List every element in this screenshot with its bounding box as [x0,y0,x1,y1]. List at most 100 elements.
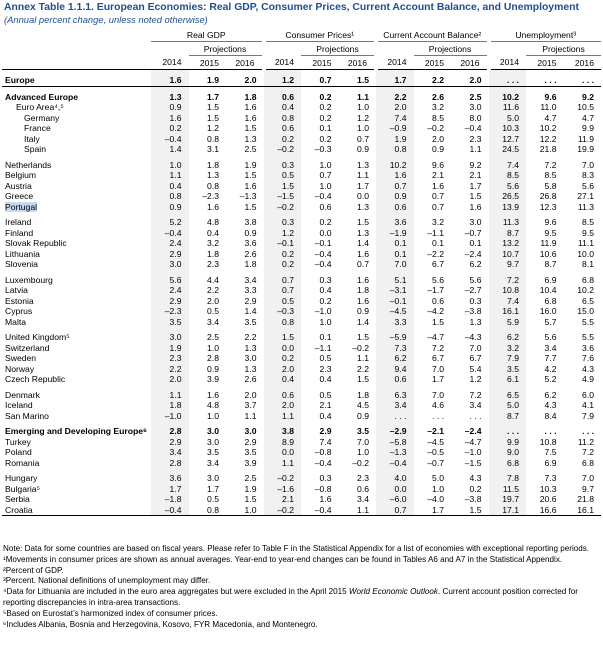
value-cell: 6.8 [488,457,526,468]
value-cell: 2.1 [432,170,444,180]
value-cell: 11.9 [540,238,557,248]
value-cell: 5.0 [488,112,526,123]
table-row: Slovak Republic 2.4 3.2 3.6 –0.1 –0.1 1.4 0.1 0.… [2,238,601,249]
value-cell: 1.7 [413,504,451,516]
row-label-cell: Cyprus [2,306,151,317]
row-label: Croatia [5,504,33,515]
value-cell: 1.1 [151,384,189,400]
row-label: Turkey [5,436,31,447]
year-label: 2016 [563,55,601,70]
value-cell: 0.5 [207,494,219,504]
value-cell: 0.4 [319,374,332,384]
value-cell: 3.6 [244,238,257,248]
value-cell: 9.0 [488,447,526,458]
value-cell: 0.9 [207,363,219,374]
value-cell: 1.1 [151,170,189,181]
value-cell: 1.0 [319,316,332,327]
value-cell: 2.5 [244,473,257,483]
value-cell: 1.1 [338,504,376,516]
table-row: Malta 3.5 3.4 3.5 0.8 1.0 1.4 3.3 1.5 1.3 5.9 5.7 5.… [2,316,601,327]
table-row: Germany 1.6 1.5 1.6 0.8 0.2 1.2 7.4 8.5 8.0 5.0 4.7… [2,112,601,123]
value-cell: –0.4 [376,457,414,468]
table-row: Ireland 5.2 4.8 3.8 0.3 0.2 1.5 3.6 3.2 3.0 11.3 9.… [2,212,601,228]
value-cell: 17.1 [488,504,526,516]
value-cell: –2.4 [464,426,482,436]
value-cell: 1.7 [357,180,369,191]
value-cell: –0.7 [464,227,482,238]
value-cell: 1.5 [244,123,257,133]
value-cell: 1.7 [469,180,482,191]
value-cell: 0.7 [376,180,414,191]
value-cell: 21.8 [577,494,594,504]
row-label: Norway [5,363,35,374]
value-cell: 3.2 [432,102,444,112]
value-cell: 10.3 [539,483,557,494]
value-cell: 4.1 [582,400,594,410]
value-cell: 0.9 [357,306,369,316]
year-label: 2016 [451,55,489,70]
notes: Note: Data for some countries are based … [3,544,601,630]
value-cell: 0.3 [319,274,332,285]
value-cell: 1.6 [432,180,444,191]
empty-cell [151,42,189,56]
value-cell: 1.1 [244,410,257,421]
row-label: Romania [5,457,40,468]
value-cell: 10.2 [577,285,594,295]
value-cell: –0.3 [314,144,332,154]
value-cell: 9.9 [488,436,526,447]
value-cell: 1.8 [151,400,189,411]
value-cell: 5.6 [582,180,594,191]
row-label-cell: Belgium [2,170,151,181]
value-cell: –0.3 [263,306,301,317]
value-cell: 1.3 [244,363,257,374]
value-cell: 2.3 [151,353,189,364]
value-cell: 1.6 [244,112,257,123]
value-cell: 2.9 [151,436,189,447]
row-label: Netherlands [5,159,52,170]
value-cell: 5.5 [582,316,594,327]
value-cell: 2.6 [244,248,257,259]
corner-cell [2,28,151,42]
value-cell: 0.7 [357,133,369,144]
value-cell: 0.0 [357,191,369,201]
value-cell: –3.8 [464,494,482,504]
note-text: ²Percent of GDP. [3,565,64,575]
value-cell: 2.0 [244,389,257,400]
value-cell: 15.0 [577,306,594,316]
value-cell: 2.1 [469,170,482,180]
table-row: Luxembourg 5.6 4.4 3.4 0.7 0.3 1.6 5.1 5.6 5.6 7.2… [2,269,601,285]
row-label-cell: United Kingdom⁵ [2,327,151,343]
value-cell: 0.2 [151,123,189,134]
year-label: 2016 [338,55,376,70]
value-cell: 4.6 [432,400,444,410]
value-cell: 1.9 [188,69,226,87]
value-cell: 3.0 [151,327,189,343]
note-text: ⁵Based on Eurostat’s harmonized index of… [3,608,218,618]
table-row: Slovenia 3.0 2.3 1.8 0.2 –0.4 0.7 7.0 6.7 6.2 9.7 8… [2,259,601,270]
value-cell: 7.2 [582,447,594,457]
value-cell: 0.7 [263,269,301,285]
value-cell: 2.4 [151,238,189,249]
note-text: ⁴Data for Lithuania are included in the … [3,587,349,597]
value-cell: 0.4 [319,285,332,295]
table-header: Real GDP Consumer Prices¹ Current Account … [2,28,601,70]
value-cell: –0.2 [263,504,301,516]
column-group-label: Real GDP [151,28,264,42]
table-row: Switzerland 1.9 1.0 1.3 0.0 –1.1 –0.2 7.3 7.2 7.0… [2,342,601,353]
value-cell: 0.7 [357,259,369,269]
value-cell: –1.1 [314,342,332,353]
value-cell: 0.4 [263,102,301,113]
value-cell: 7.3 [376,342,414,353]
value-cell: –4.3 [464,332,482,342]
value-cell: 1.1 [357,91,369,102]
value-cell: 7.5 [544,447,557,457]
value-cell: –1.1 [427,227,444,238]
row-label: Cyprus [5,306,33,316]
value-cell: 16.1 [563,504,601,516]
value-cell: 0.6 [376,201,414,212]
value-cell: . . . [488,69,526,87]
row-label-cell: Finland [2,228,151,239]
row-label-cell: Latvia [2,285,151,296]
value-cell: 0.6 [319,201,332,212]
